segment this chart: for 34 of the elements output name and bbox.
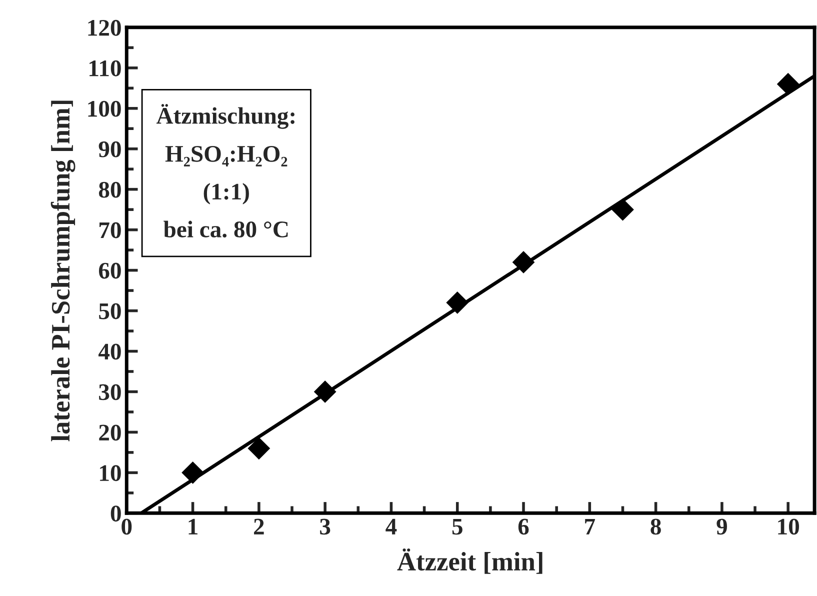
- y-tick-label: 110: [90, 60, 121, 76]
- x-tick-label: 0: [122, 518, 132, 535]
- x-tick-label: 3: [320, 518, 330, 535]
- y-tick-label: 30: [99, 384, 121, 400]
- x-tick-label: 4: [386, 518, 397, 534]
- x-tick-label: 5: [452, 518, 462, 535]
- y-tick-label: 120: [88, 20, 121, 36]
- x-tick-label: 1: [188, 518, 198, 534]
- y-tick-label: 50: [99, 303, 121, 320]
- y-tick-label: 100: [88, 100, 121, 117]
- x-tick-label: 2: [254, 518, 264, 534]
- point: [182, 461, 204, 484]
- annotation: Ätzmischung: H₂SO₄:H₂O₂ (1:1) bei ca. 80 °C: [156, 104, 294, 238]
- x-tick-label: 9: [716, 518, 727, 535]
- x-tick-label: 6: [518, 518, 529, 535]
- point: [776, 72, 800, 96]
- point: [446, 291, 469, 314]
- x-tick-label: 7: [585, 518, 595, 534]
- y-tick-label: 80: [98, 182, 121, 198]
- y-axis-title: laterale PI-Schrumpfung [nm]: [50, 100, 76, 442]
- y-tick-label: 70: [100, 222, 121, 238]
- x-tick-label: 10: [778, 518, 799, 535]
- y-tick-label: 40: [98, 344, 121, 360]
- y-tick-label: 0: [110, 506, 121, 522]
- y-tick-label: 10: [100, 465, 121, 482]
- x-tick-label: 8: [650, 518, 661, 535]
- point: [612, 198, 634, 221]
- point: [314, 380, 336, 403]
- point: [512, 250, 535, 274]
- y-tick-label: 90: [98, 141, 121, 158]
- y-tick-label: 60: [98, 262, 121, 279]
- y-tick-label: 20: [99, 424, 121, 441]
- point: [248, 437, 270, 460]
- x-axis-title: Ätzzeit [min]: [397, 548, 542, 574]
